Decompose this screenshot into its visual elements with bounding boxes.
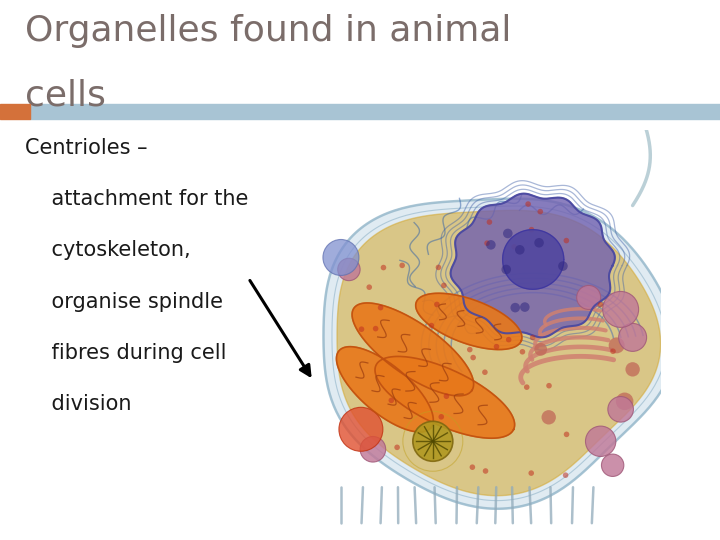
Circle shape [373, 326, 379, 332]
Circle shape [520, 302, 530, 312]
Circle shape [608, 338, 625, 353]
Polygon shape [323, 199, 675, 509]
Circle shape [534, 238, 544, 247]
Polygon shape [375, 356, 515, 438]
Bar [30, 104, 720, 119]
Text: organise spindle: organise spindle [25, 292, 223, 312]
Circle shape [469, 464, 475, 470]
Circle shape [444, 394, 449, 399]
Circle shape [528, 470, 534, 476]
Circle shape [441, 282, 446, 288]
Circle shape [537, 209, 543, 214]
Circle shape [494, 344, 499, 349]
Circle shape [482, 369, 487, 375]
Circle shape [511, 244, 517, 249]
Circle shape [611, 348, 616, 354]
Circle shape [486, 240, 495, 249]
Circle shape [381, 265, 386, 271]
Circle shape [467, 347, 472, 353]
Polygon shape [336, 347, 433, 432]
Circle shape [530, 335, 536, 340]
Text: cytoskeleton,: cytoskeleton, [25, 240, 191, 260]
Circle shape [501, 265, 511, 274]
Circle shape [585, 426, 616, 456]
Circle shape [470, 355, 476, 360]
Circle shape [520, 349, 525, 355]
Text: fibres during cell: fibres during cell [25, 343, 227, 363]
Circle shape [608, 396, 634, 422]
Circle shape [389, 397, 394, 403]
Polygon shape [503, 230, 564, 289]
Circle shape [487, 219, 492, 225]
Circle shape [428, 323, 434, 328]
Circle shape [436, 265, 441, 270]
Circle shape [323, 240, 359, 275]
Circle shape [413, 421, 453, 461]
Circle shape [482, 468, 488, 474]
Circle shape [598, 302, 603, 307]
Circle shape [359, 326, 364, 332]
Circle shape [438, 414, 444, 420]
Text: cells: cells [25, 78, 106, 112]
Circle shape [510, 303, 520, 313]
Circle shape [378, 305, 383, 310]
Circle shape [485, 240, 490, 246]
Circle shape [601, 454, 624, 476]
Circle shape [524, 384, 529, 390]
Circle shape [616, 393, 634, 410]
Circle shape [618, 323, 647, 352]
Text: division: division [25, 394, 132, 414]
Polygon shape [451, 194, 615, 338]
Circle shape [577, 286, 600, 309]
Polygon shape [352, 303, 474, 396]
Circle shape [506, 337, 511, 342]
Circle shape [503, 228, 513, 238]
Circle shape [626, 362, 640, 376]
Circle shape [564, 238, 570, 244]
Circle shape [338, 258, 360, 281]
Bar [0, 104, 30, 119]
Circle shape [528, 227, 534, 232]
Text: Organelles found in animal: Organelles found in animal [25, 14, 512, 48]
Circle shape [395, 444, 400, 450]
Circle shape [541, 410, 556, 424]
Circle shape [558, 261, 568, 271]
Circle shape [515, 245, 525, 254]
Circle shape [434, 302, 440, 307]
Text: Centrioles –: Centrioles – [25, 138, 148, 158]
Polygon shape [337, 211, 661, 496]
Circle shape [603, 292, 639, 327]
Polygon shape [415, 293, 522, 349]
Circle shape [366, 285, 372, 290]
Circle shape [546, 383, 552, 388]
Circle shape [564, 431, 570, 437]
Circle shape [563, 472, 568, 478]
Circle shape [360, 436, 386, 462]
Circle shape [526, 201, 531, 207]
Circle shape [339, 407, 383, 451]
Text: attachment for the: attachment for the [25, 189, 248, 209]
Circle shape [400, 262, 405, 268]
Circle shape [534, 343, 547, 356]
